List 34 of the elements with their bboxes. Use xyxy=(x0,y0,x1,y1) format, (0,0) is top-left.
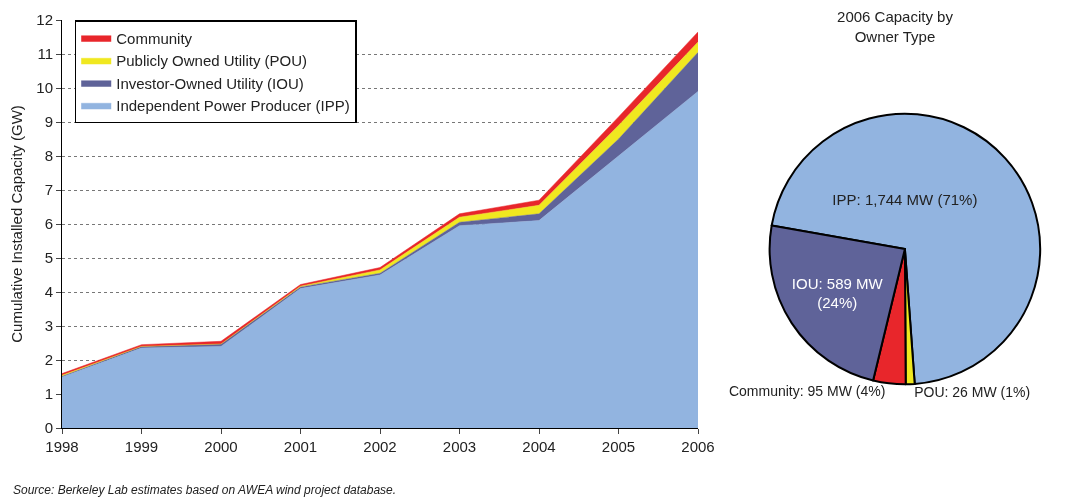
y-tick-label: 4 xyxy=(44,283,53,301)
slice-label: POU: 26 MW (1%) xyxy=(914,384,1031,401)
legend-label: Independent Power Producer (IPP) xyxy=(116,97,350,115)
y-tick-label: 6 xyxy=(44,215,53,233)
x-tick-label: 2000 xyxy=(204,438,238,455)
legend-label: Publicly Owned Utility (POU) xyxy=(116,52,308,70)
x-tick-label: 1999 xyxy=(124,438,159,455)
slice-label: IPP: 1,744 MW (71%) xyxy=(832,191,978,209)
y-tick-label: 9 xyxy=(44,113,53,131)
x-tick-label: 1998 xyxy=(45,438,79,455)
y-tick-label: 12 xyxy=(36,11,53,29)
x-tick-label: 2001 xyxy=(283,438,318,455)
y-tick-label: 5 xyxy=(44,249,53,267)
legend-label: Community xyxy=(116,29,193,47)
y-tick-label: 1 xyxy=(44,385,53,403)
chart-title: 2006 Capacity by Owner Type xyxy=(837,8,954,45)
y-tick-label: 3 xyxy=(44,317,53,335)
pie-slice xyxy=(770,112,1042,385)
x-tick-label: 2002 xyxy=(363,438,397,455)
y-tick-label: 0 xyxy=(44,419,53,437)
x-tick-label: 2003 xyxy=(442,438,477,455)
y-tick-label: 8 xyxy=(44,147,53,165)
y-axis-title: Cumulative Installed Capacity (GW) xyxy=(8,105,25,343)
legend-label: Investor-Owned Utility (IOU) xyxy=(116,74,304,92)
x-tick-label: 2006 xyxy=(681,438,715,455)
y-tick-label: 11 xyxy=(37,45,53,63)
x-tick-label: 2004 xyxy=(522,438,556,455)
y-tick-label: 10 xyxy=(36,79,53,97)
x-tick-label: 2005 xyxy=(601,438,636,455)
y-tick-label: 2 xyxy=(44,351,53,369)
slice-label: IOU: 589 MW (24%) xyxy=(791,274,884,312)
source-note: Source: Berkeley Lab estimates based on AWEA wind project database. xyxy=(13,483,397,497)
y-tick-label: 7 xyxy=(44,181,53,199)
slice-label: Community: 95 MW (4%) xyxy=(728,383,886,400)
